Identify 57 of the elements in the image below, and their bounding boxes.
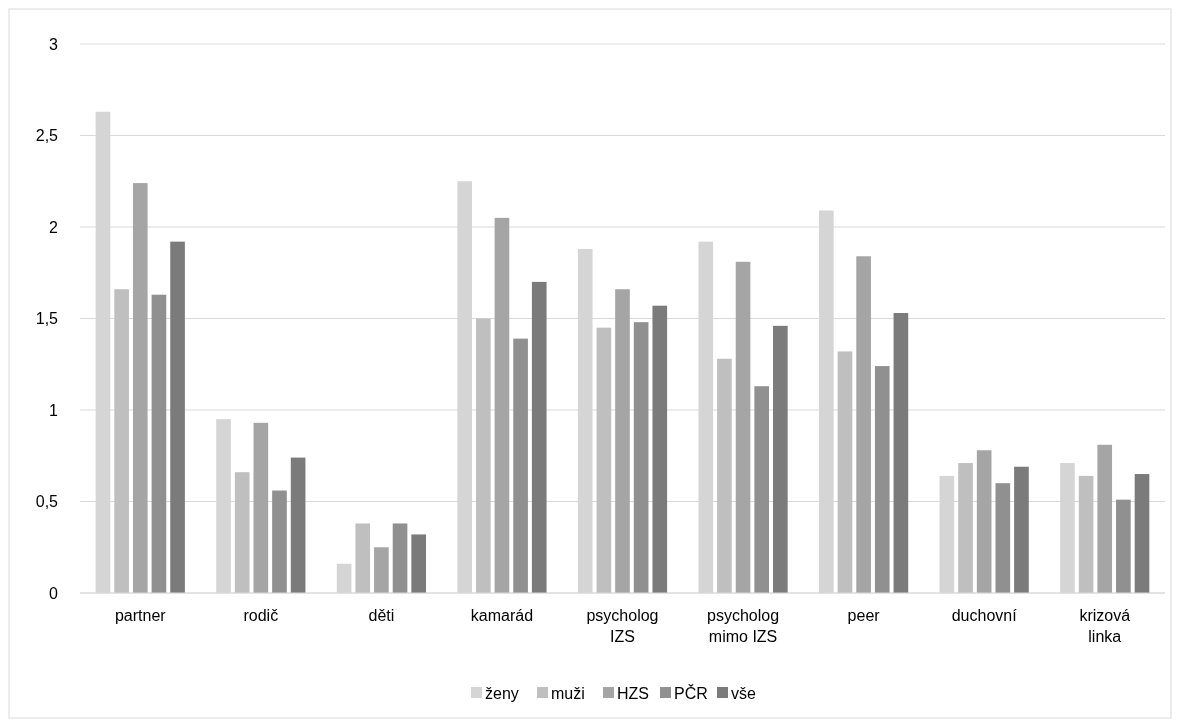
x-tick-label: peer <box>847 607 881 624</box>
x-tick-label: rodič <box>243 607 279 624</box>
bar <box>976 450 992 593</box>
bar <box>773 325 788 593</box>
y-tick-label: 1 <box>49 401 59 419</box>
bar <box>596 327 612 593</box>
x-tick-label: krizová linka <box>1079 607 1131 645</box>
y-tick-label: 1,5 <box>35 310 59 328</box>
bar <box>151 294 167 593</box>
bar <box>735 261 751 593</box>
legend-label: vše <box>731 684 756 702</box>
bar <box>633 322 649 593</box>
bar <box>874 366 890 593</box>
y-tick-label: 3 <box>49 35 59 53</box>
legend-label: HZS <box>617 684 649 702</box>
legend-label: muži <box>551 684 585 702</box>
bar <box>513 338 528 593</box>
legend-label: ženy <box>485 684 519 702</box>
bar <box>411 534 426 593</box>
y-tick-label: 0,5 <box>35 493 59 511</box>
bar <box>615 289 630 593</box>
x-tick-label: kamarád <box>470 607 534 624</box>
bar <box>234 472 250 593</box>
x-tick-label: partner <box>114 607 167 624</box>
x-tick-label: psycholog mimo IZS <box>707 607 780 645</box>
bar <box>958 463 973 593</box>
bar <box>531 281 547 593</box>
bar <box>392 523 408 593</box>
bar <box>170 241 185 593</box>
bar <box>374 547 389 593</box>
bar <box>856 256 871 593</box>
bar <box>893 313 909 593</box>
bar <box>253 422 269 593</box>
bar <box>355 523 371 593</box>
y-tick-label: 0 <box>49 584 59 602</box>
bar <box>1097 444 1113 593</box>
y-tick-label: 2 <box>49 218 59 236</box>
legend-label: PČR <box>674 683 708 702</box>
bar <box>494 217 510 593</box>
bar <box>1078 475 1094 593</box>
bar <box>652 305 668 593</box>
bar <box>290 457 306 593</box>
bar <box>754 386 770 593</box>
bar <box>837 351 853 593</box>
bar <box>272 490 287 593</box>
y-tick-label: 2,5 <box>35 127 59 145</box>
bar <box>995 483 1011 593</box>
x-tick-label: psycholog IZS <box>586 607 659 645</box>
bar <box>475 318 491 593</box>
bar <box>132 183 148 593</box>
bar <box>717 358 732 593</box>
bar <box>1134 474 1150 593</box>
x-tick-label: děti <box>368 607 395 624</box>
x-tick-label: duchovní <box>951 607 1018 624</box>
bar <box>1116 499 1131 593</box>
bar <box>114 289 129 593</box>
bar <box>1014 466 1029 593</box>
